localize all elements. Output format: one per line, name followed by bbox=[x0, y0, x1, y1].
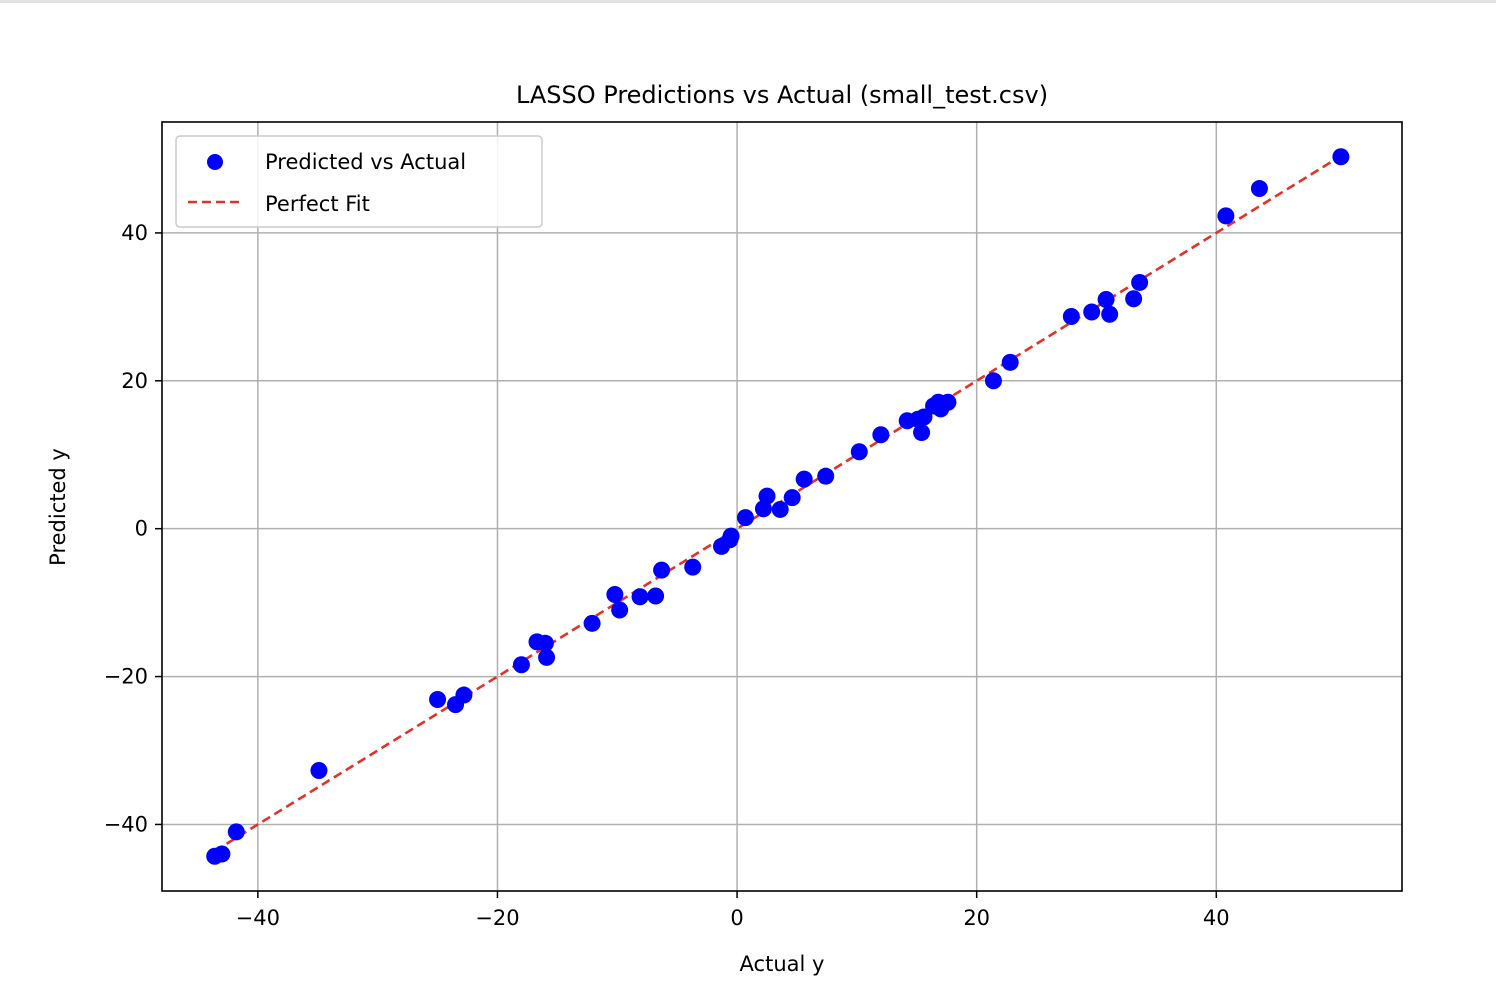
data-point bbox=[213, 845, 231, 863]
legend-marker-scatter bbox=[207, 154, 223, 170]
plot-area-frame bbox=[161, 121, 1403, 892]
x-tick-label: 20 bbox=[963, 906, 990, 930]
data-point bbox=[758, 487, 776, 505]
data-point bbox=[536, 634, 554, 652]
x-tick-label: 0 bbox=[730, 906, 743, 930]
data-point bbox=[984, 372, 1002, 390]
legend: Predicted vs Actual Perfect Fit bbox=[175, 135, 543, 228]
data-point bbox=[1062, 307, 1080, 325]
y-tick-label: −20 bbox=[104, 665, 148, 689]
y-tick-label: −40 bbox=[104, 812, 148, 836]
data-point bbox=[913, 424, 931, 442]
data-point bbox=[538, 648, 556, 666]
legend-label-line: Perfect Fit bbox=[265, 192, 370, 216]
x-tick-label: 40 bbox=[1203, 906, 1230, 930]
data-point bbox=[606, 585, 624, 603]
legend-label-scatter: Predicted vs Actual bbox=[265, 150, 466, 174]
data-point bbox=[1125, 290, 1143, 308]
data-point bbox=[1217, 207, 1235, 225]
data-point bbox=[583, 614, 601, 632]
legend-box bbox=[175, 135, 543, 228]
data-point bbox=[611, 601, 629, 619]
grid-lines bbox=[162, 122, 1402, 891]
data-point bbox=[872, 426, 890, 444]
data-point bbox=[795, 470, 813, 488]
data-point bbox=[1131, 273, 1149, 291]
data-point bbox=[817, 467, 835, 485]
data-point bbox=[1101, 305, 1119, 323]
x-axis-label: Actual y bbox=[740, 952, 825, 976]
data-point bbox=[1250, 180, 1268, 198]
data-point bbox=[227, 823, 245, 841]
data-point bbox=[783, 489, 801, 507]
data-point bbox=[736, 509, 754, 527]
data-point bbox=[722, 527, 740, 545]
data-point bbox=[455, 686, 473, 704]
window-top-border bbox=[0, 0, 1496, 3]
data-point bbox=[771, 500, 789, 518]
data-point bbox=[1001, 353, 1019, 371]
data-point bbox=[1097, 290, 1115, 308]
data-point bbox=[684, 558, 702, 576]
data-point bbox=[310, 761, 328, 779]
data-point bbox=[429, 690, 447, 708]
y-tick-label: 40 bbox=[121, 221, 148, 245]
y-tick-label: 0 bbox=[135, 517, 148, 541]
data-point bbox=[915, 408, 933, 426]
data-point bbox=[512, 656, 530, 674]
x-axis-ticks: −40 −20 0 20 40 bbox=[236, 891, 1230, 930]
data-point bbox=[1332, 148, 1350, 166]
x-tick-label: −20 bbox=[475, 906, 519, 930]
data-point bbox=[939, 393, 957, 411]
y-axis-ticks: −40 −20 0 20 40 bbox=[104, 221, 162, 836]
data-point bbox=[653, 561, 671, 579]
data-point bbox=[631, 588, 649, 606]
scatter-points bbox=[206, 148, 1350, 865]
y-tick-label: 20 bbox=[121, 369, 148, 393]
y-axis-label: Predicted y bbox=[46, 448, 70, 566]
chart-title: LASSO Predictions vs Actual (small_test.… bbox=[516, 81, 1048, 109]
x-tick-label: −40 bbox=[236, 906, 280, 930]
data-point bbox=[850, 443, 868, 461]
data-point bbox=[1083, 303, 1101, 321]
data-point bbox=[647, 587, 665, 605]
